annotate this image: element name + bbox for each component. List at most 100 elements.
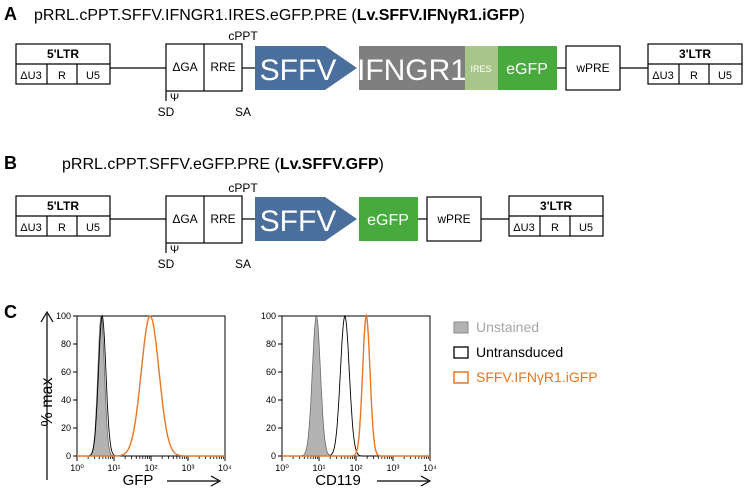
sffv-label: SFFV <box>260 205 337 238</box>
y-tick-label: 40 <box>266 395 276 405</box>
ltr3-cell: R <box>551 222 559 234</box>
rre-label: RRE <box>210 212 235 226</box>
histogram-unstained <box>77 315 225 457</box>
ltr3-cell: U5 <box>579 222 593 234</box>
y-tick-label: 100 <box>56 311 71 321</box>
panel-b-title-bold: Lv.SFFV.GFP <box>280 156 379 173</box>
cppt-label: cPPT <box>228 181 258 195</box>
y-tick-label: 60 <box>61 367 71 377</box>
x-axis-label-gfp: GFP <box>123 472 154 489</box>
x-tick-label: 10³ <box>181 463 194 473</box>
psi-label: Ψ <box>170 244 179 256</box>
wpre-block <box>565 45 621 91</box>
x-tick-label: 10² <box>349 463 362 473</box>
y-tick-label: 0 <box>66 451 71 461</box>
legend-swatch-transduced <box>453 371 469 384</box>
ltr3-label: 3'LTR <box>540 199 572 213</box>
panel-a-title-bold: Lv.SFFV.IFNγR1.iGFP <box>357 7 520 24</box>
ltr5-cell: R <box>58 222 66 234</box>
x-tick-label: 10⁴ <box>218 463 232 473</box>
sffv-arrow <box>255 46 357 90</box>
panel-a: A pRRL.cPPT.SFFV.IFNGR1.IRES.eGFP.PRE (L… <box>4 4 743 119</box>
y-tick-label: 0 <box>271 451 276 461</box>
wpre-label: wPRE <box>575 61 609 75</box>
ltr3-block: 3'LTR ΔU3 R U5 <box>647 43 743 85</box>
ires-block <box>465 46 498 90</box>
sffv-label: SFFV <box>260 54 337 87</box>
legend: Unstained Untransduced SFFV.IFNγR1.iGFP <box>453 319 598 385</box>
sd-label: SD <box>158 257 175 271</box>
histogram-gfp: 0 20 40 60 80 100 10⁰ 10¹ 10² 10³ 10⁴ GFP <box>56 311 232 489</box>
x-tick-label: 10² <box>144 463 157 473</box>
ltr5-cell: ΔU3 <box>20 222 41 234</box>
egfp-block <box>359 197 418 241</box>
ires-label: IRES <box>470 64 491 74</box>
panel-a-title-suffix: ) <box>519 7 524 24</box>
ga-label: ΔGA <box>172 212 197 226</box>
x-tick-label: 10¹ <box>107 463 120 473</box>
histogram-unstained <box>282 316 430 457</box>
y-tick-label: 100 <box>261 311 276 321</box>
panel-b-title-prefix: pRRL.cPPT.SFFV.eGFP.PRE ( <box>62 156 281 173</box>
panel-b-letter: B <box>4 153 17 173</box>
ltr5-label: 5'LTR <box>47 199 79 213</box>
y-tick-label: 80 <box>61 339 71 349</box>
y-tick-label: 80 <box>266 339 276 349</box>
legend-label-unstained: Unstained <box>476 319 539 335</box>
ltr3-cell: R <box>690 70 698 82</box>
x-axis-label-cd119: CD119 <box>315 472 361 489</box>
panel-a-title-prefix: pRRL.cPPT.SFFV.IFNGR1.IRES.eGFP.PRE ( <box>34 7 357 24</box>
y-tick-label: 20 <box>266 423 276 433</box>
y-tick-label: 40 <box>61 395 71 405</box>
histogram-untransduced <box>282 314 430 457</box>
sa-label: SA <box>235 105 251 119</box>
panel-b-title-suffix: ) <box>379 156 384 173</box>
ltr5-cell: U5 <box>86 222 100 234</box>
ltr5-cell: ΔU3 <box>20 70 41 82</box>
legend-label-untransduced: Untransduced <box>476 344 563 360</box>
ga-rre-block: ΔGA RRE cPPT Ψ SD SA <box>158 29 259 119</box>
plot-frame <box>281 315 431 457</box>
x-tick-label: 10¹ <box>312 463 325 473</box>
histogram-cd119: 0 20 40 60 80 100 10⁰ 10¹ 10² 10³ 10⁴ CD119 <box>261 311 437 489</box>
egfp-label: eGFP <box>367 212 409 229</box>
panel-b-title: pRRL.cPPT.SFFV.eGFP.PRE (Lv.SFFV.GFP) <box>62 156 384 173</box>
cppt-label: cPPT <box>228 29 258 43</box>
ltr5-label: 5'LTR <box>47 47 79 61</box>
legend-swatch-untransduced <box>453 346 469 359</box>
x-tick-label: 10⁰ <box>70 463 84 473</box>
x-tick-label: 10⁰ <box>275 463 289 473</box>
y-axis-arrowhead <box>40 310 54 323</box>
x-tick-label: 10⁴ <box>423 463 437 473</box>
ifngr1-label: IFNGR1 <box>357 54 467 87</box>
ltr3-cell: ΔU3 <box>652 70 673 82</box>
sd-label: SD <box>158 105 175 119</box>
panel-a-title: pRRL.cPPT.SFFV.IFNGR1.IRES.eGFP.PRE (Lv.… <box>34 7 525 24</box>
panel-c-letter: C <box>4 302 17 322</box>
sffv-arrow <box>255 197 357 241</box>
ltr3-cell: ΔU3 <box>513 222 534 234</box>
sa-label: SA <box>235 257 251 271</box>
psi-label: Ψ <box>170 92 179 104</box>
y-tick-label: 20 <box>61 423 71 433</box>
ga-label: ΔGA <box>172 60 197 74</box>
panel-a-letter: A <box>4 4 17 24</box>
ltr5-cell: U5 <box>86 70 100 82</box>
rre-label: RRE <box>210 60 235 74</box>
ltr3-block: 3'LTR ΔU3 R U5 <box>508 195 604 237</box>
ltr5-cell: R <box>58 70 66 82</box>
ltr3-cell: U5 <box>718 70 732 82</box>
panel-b: B pRRL.cPPT.SFFV.eGFP.PRE (Lv.SFFV.GFP) … <box>4 153 604 271</box>
wpre-block <box>426 196 482 242</box>
wpre-label: wPRE <box>436 212 470 226</box>
legend-swatch-unstained <box>453 321 469 334</box>
ltr5-block: 5'LTR ΔU3 R U5 <box>15 43 111 85</box>
egfp-block <box>498 46 557 90</box>
ga-rre-block: ΔGA RRE cPPT Ψ SD SA <box>158 181 259 271</box>
egfp-label: eGFP <box>506 61 548 78</box>
x-axis-arrowhead <box>210 475 222 487</box>
ifngr1-block <box>359 46 465 90</box>
ltr5-block: 5'LTR ΔU3 R U5 <box>15 195 111 237</box>
